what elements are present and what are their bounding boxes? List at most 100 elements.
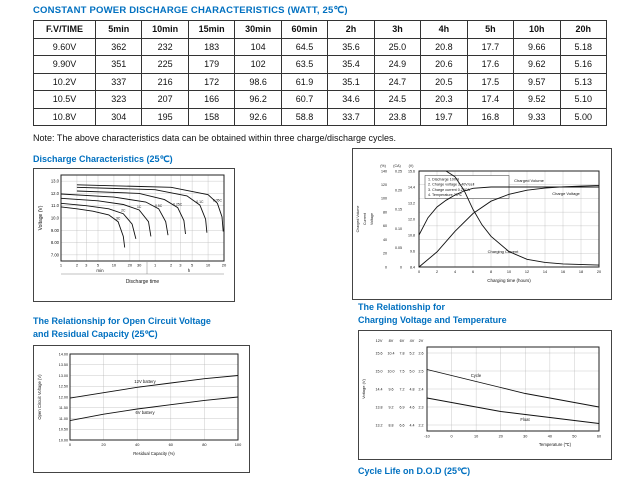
y-axis-title: Voltage (V) bbox=[38, 205, 44, 230]
table-cell: 64.5 bbox=[280, 37, 329, 56]
plot-frame bbox=[60, 174, 225, 262]
curve-label: Charge Voltage bbox=[552, 191, 580, 196]
table-row: 10.5V 323 207 166 96.2 60.7 34.6 24.5 20.3 17.4 9.… bbox=[33, 90, 608, 109]
table-cell: 5.13 bbox=[559, 72, 608, 91]
table-cell: 5.18 bbox=[559, 37, 608, 56]
x-tick-label: 10 bbox=[474, 435, 478, 439]
x-tick-label: 12 bbox=[525, 270, 529, 274]
y-tick-label: 11.0 bbox=[51, 203, 60, 208]
x-tick-label: -10 bbox=[424, 435, 430, 439]
y-tick-label: 5.2 bbox=[410, 351, 415, 355]
y-tick-label: 10.00 bbox=[59, 438, 68, 442]
table-cell: 60.7 bbox=[280, 90, 329, 109]
x-tick-label: 16 bbox=[561, 270, 565, 274]
table-row: 9.90V 351 225 179 102 63.5 35.4 24.9 20.6 17.6 9.6… bbox=[33, 55, 608, 74]
table-cell: 351 bbox=[94, 55, 143, 74]
table-cell: 17.7 bbox=[466, 37, 515, 56]
table-cell: 98.6 bbox=[234, 72, 282, 91]
y-tick-label: 6.9 bbox=[400, 405, 405, 409]
y-tick-label: 9.2 bbox=[389, 405, 394, 409]
curve-label: 0.1C bbox=[196, 200, 204, 204]
x-tick-label: 30 bbox=[523, 435, 527, 439]
curve-label: Charged Volume bbox=[514, 178, 545, 183]
x-tick-label: 0 bbox=[451, 435, 453, 439]
y-tick-label: 12.00 bbox=[59, 395, 68, 399]
table-header-cell: 60min bbox=[280, 20, 329, 39]
scale-header: 2V bbox=[419, 339, 424, 343]
curve-label: Cycle bbox=[471, 373, 482, 378]
y-tick-label: 8.4 bbox=[410, 265, 415, 269]
legend-item: 4. Temperature 25℃ bbox=[428, 193, 463, 197]
x-axis-title: Temperature (℃) bbox=[539, 442, 572, 447]
y-tick-label: 14.00 bbox=[59, 352, 68, 356]
table-cell: 10.2V bbox=[33, 72, 96, 91]
x-tick-label: 6 bbox=[472, 270, 474, 274]
discharge-curve bbox=[76, 190, 186, 235]
y-tick-label: 0 bbox=[400, 265, 402, 269]
y-tick-label: 0.10 bbox=[395, 227, 402, 231]
ocv-residual-capacity-chart: 14.00 13.50 13.00 12.50 12.00 11.50 11.00 10.50… bbox=[33, 345, 250, 473]
y-tick-label: 20 bbox=[383, 252, 387, 256]
curve-label: Charging Current bbox=[488, 249, 520, 254]
table-note: Note: The above characteristics data can… bbox=[33, 133, 397, 143]
axis-title-charged-volume: Charged Volume bbox=[356, 206, 360, 233]
x-unit-label: h bbox=[188, 268, 191, 273]
y-tick-label: 15.6 bbox=[408, 169, 415, 173]
y-tick-label: 40 bbox=[383, 238, 387, 242]
y-tick-label: 0.05 bbox=[395, 246, 402, 250]
x-axis-title: Charging time (hours) bbox=[487, 278, 531, 283]
table-header-cell: 15min bbox=[187, 20, 236, 39]
table-row: 10.8V 304 195 158 92.6 58.8 33.7 23.8 19.7 16.8 9.… bbox=[33, 107, 608, 126]
charge-temp-heading-line2: Charging Voltage and Temperature bbox=[358, 315, 507, 325]
charge-temp-heading-line1: The Relationship for bbox=[358, 302, 446, 312]
curve-label: 0.05C bbox=[213, 198, 223, 202]
x-tick-label: 5 bbox=[97, 263, 100, 268]
table-cell: 172 bbox=[187, 72, 236, 91]
curve-label: Float bbox=[520, 417, 530, 422]
discharge-curve bbox=[60, 197, 152, 237]
cycle-life-heading: Cycle Life on D.O.D (25℃) bbox=[358, 466, 471, 476]
table-cell: 9.52 bbox=[513, 90, 561, 109]
table-cell: 158 bbox=[187, 107, 236, 126]
y-tick-label: 12.50 bbox=[59, 385, 68, 389]
x-tick-label: 18 bbox=[579, 270, 583, 274]
scale-header: 4V bbox=[410, 339, 415, 343]
charging-chart-svg: Charged Volume Current Voltage(%) (CA) (V)02… bbox=[356, 164, 601, 283]
table-cell: 10.5V bbox=[33, 90, 96, 109]
y-tick-label: 2.2 bbox=[419, 423, 424, 427]
x-unit-label: min bbox=[96, 268, 104, 273]
y-tick-label: 9.6 bbox=[389, 387, 394, 391]
y-tick-label: 14.4 bbox=[408, 185, 415, 189]
table-cell: 24.7 bbox=[373, 72, 422, 91]
table-cell: 207 bbox=[141, 90, 189, 109]
table-row: 10.2V 337 216 172 98.6 61.9 35.1 24.7 20.5 17.5 9.… bbox=[33, 72, 608, 91]
y-tick-label: 13.0 bbox=[51, 179, 60, 184]
x-tick-label: 0 bbox=[69, 442, 72, 447]
y-tick-label: 9.6 bbox=[410, 249, 415, 253]
table-cell: 16.8 bbox=[466, 107, 515, 126]
x-tick-label: 3 bbox=[85, 263, 88, 268]
table-cell: 20.6 bbox=[420, 55, 468, 74]
x-tick-label: 20 bbox=[222, 263, 227, 268]
table-cell: 24.9 bbox=[373, 55, 422, 74]
y-tick-label: 7.5 bbox=[400, 369, 405, 373]
plot-frame bbox=[418, 170, 600, 268]
x-tick-label: 80 bbox=[202, 442, 207, 447]
x-tick-label: 2 bbox=[170, 263, 173, 268]
x-tick-label: 14 bbox=[543, 270, 547, 274]
table-cell: 19.7 bbox=[420, 107, 468, 126]
y-tick-label: 13.2 bbox=[376, 423, 383, 427]
x-tick-label: 2 bbox=[76, 263, 79, 268]
table-cell: 5.00 bbox=[559, 107, 608, 126]
temp-curve bbox=[426, 369, 600, 408]
y-tick-label: 10.8 bbox=[408, 233, 415, 237]
discharge-characteristics-chart: 13.0 12.0 11.0 10.0 9.00 8.00 7.00 1 2 3 5 10 20 30 1 2… bbox=[33, 168, 235, 302]
y-tick-label: 11.50 bbox=[59, 406, 68, 410]
x-tick-label: 30 bbox=[137, 263, 142, 268]
curve-label: 0.25C bbox=[173, 203, 183, 207]
table-cell: 20.5 bbox=[420, 72, 468, 91]
charge-temp-chart-svg: 15.6 10.4 7.8 5.2 2.6 15.0 10.0 7.5 5.0 2.5 14.4 9.… bbox=[361, 339, 601, 447]
x-tick-label: 10 bbox=[112, 263, 117, 268]
y-tick-label: 13.2 bbox=[408, 201, 415, 205]
